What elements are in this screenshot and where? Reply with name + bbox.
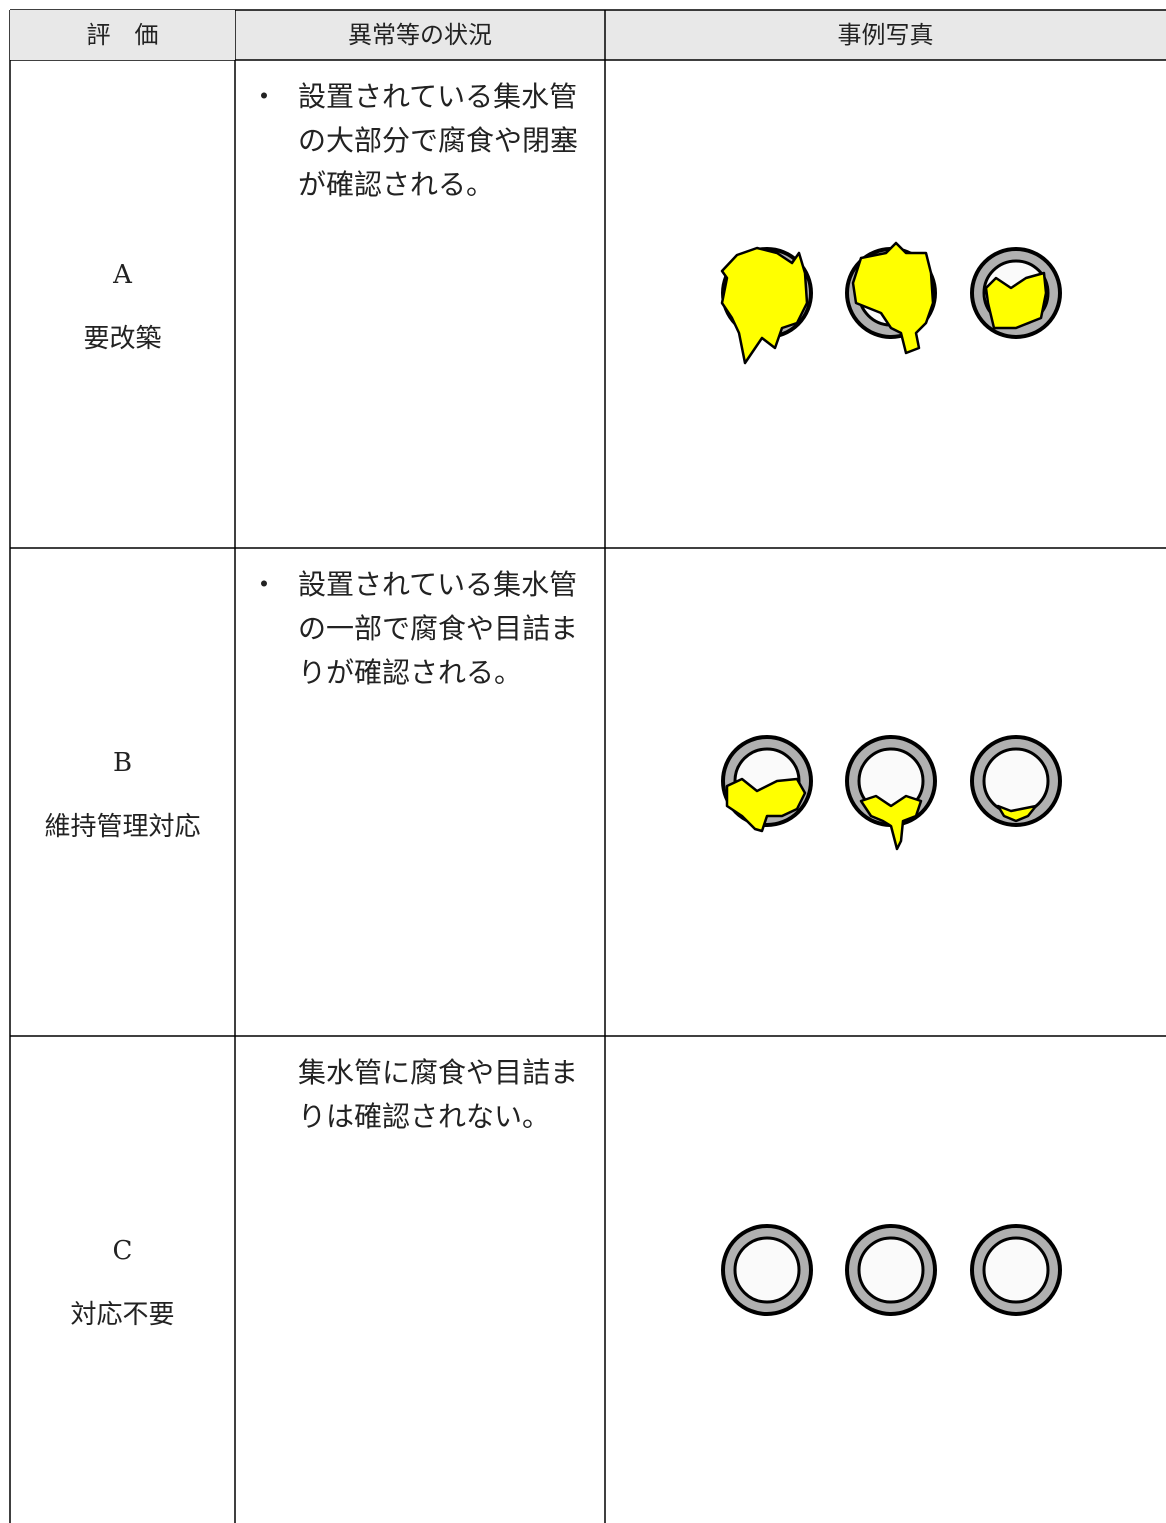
pipe-inner — [733, 1236, 801, 1304]
grade-letter: B — [112, 748, 133, 778]
bullet: ・ — [250, 568, 279, 601]
grade-label: 維持管理対応 — [44, 812, 201, 842]
deposit — [996, 804, 1038, 823]
description: 設置されている集水管の大部分で腐食や閉塞が確認される。 — [298, 80, 579, 201]
pipe — [845, 1224, 937, 1316]
deposit — [725, 777, 807, 833]
header-condition: 異常等の状況 — [348, 21, 492, 49]
pipe — [845, 735, 937, 851]
pipe — [970, 1224, 1062, 1316]
pipe — [970, 247, 1062, 339]
pipe — [970, 735, 1062, 827]
deposit — [720, 246, 809, 365]
grade-label: 対応不要 — [70, 1300, 175, 1330]
pipe — [721, 735, 813, 833]
header-grade: 評 価 — [10, 10, 235, 60]
pipe — [845, 241, 937, 355]
deposit — [859, 794, 923, 851]
grade-letter: C — [112, 1236, 133, 1266]
deposit — [851, 241, 935, 355]
pipe-inner — [982, 1236, 1050, 1304]
description: 集水管に腐食や目詰まりは確認されない。 — [298, 1056, 579, 1133]
deposit — [984, 271, 1048, 330]
pipe — [720, 246, 813, 365]
pipe-illustrations — [720, 241, 1062, 1316]
header-photo: 事例写真 — [837, 21, 934, 49]
grade-label: 要改築 — [83, 324, 162, 354]
pipe-inner — [857, 1236, 925, 1304]
pipe-inner — [982, 747, 1050, 815]
description: 設置されている集水管の一部で腐食や目詰まりが確認される。 — [298, 568, 579, 689]
pipe — [721, 1224, 813, 1316]
bullet: ・ — [250, 80, 279, 113]
grade-letter: A — [113, 260, 132, 290]
